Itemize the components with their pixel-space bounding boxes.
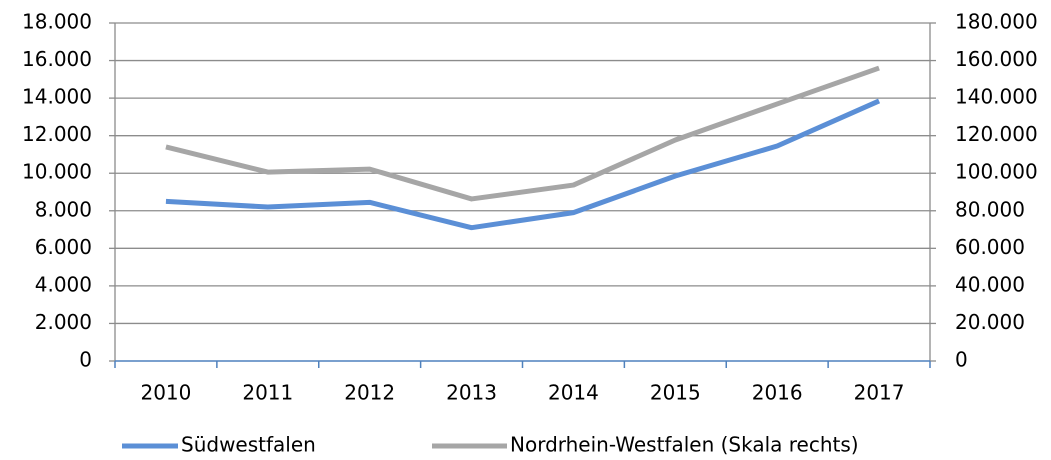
- x-tick-label: 2011: [242, 381, 293, 405]
- y-tick-label: 4.000: [35, 272, 92, 296]
- y2-tick-label: 40.000: [955, 272, 1025, 296]
- y-tick-label: 18.000: [22, 10, 92, 34]
- line-series: [165, 98, 881, 231]
- y2-tick-label: 140.000: [955, 85, 1038, 109]
- x-tick-label: 2010: [140, 381, 191, 405]
- x-tick-label: 2015: [650, 381, 701, 405]
- y2-tick-label: 80.000: [955, 197, 1025, 221]
- x-tick-label: 2013: [446, 381, 497, 405]
- y2-tick-label: 20.000: [955, 310, 1025, 334]
- line-series: [165, 65, 880, 202]
- y-tick-label: 2.000: [35, 310, 92, 334]
- y-tick-label: 6.000: [35, 235, 92, 259]
- y-tick-label: 14.000: [22, 85, 92, 109]
- y2-tick-label: 180.000: [955, 10, 1038, 34]
- y2-tick-label: 100.000: [955, 160, 1038, 184]
- y-tick-label: 10.000: [22, 160, 92, 184]
- y-tick-label: 12.000: [22, 122, 92, 146]
- x-tick-label: 2017: [854, 381, 905, 405]
- y2-tick-label: 120.000: [955, 122, 1038, 146]
- x-tick-label: 2012: [344, 381, 395, 405]
- y2-tick-label: 160.000: [955, 47, 1038, 71]
- y-tick-label: 0: [79, 348, 92, 372]
- legend-label: Südwestfalen: [181, 433, 316, 457]
- y2-tick-label: 0: [955, 348, 968, 372]
- y-tick-label: 8.000: [35, 197, 92, 221]
- legend-label: Nordrhein-Westfalen (Skala rechts): [510, 433, 859, 457]
- y2-tick-label: 60.000: [955, 235, 1025, 259]
- x-tick-label: 2016: [752, 381, 803, 405]
- x-tick-label: 2014: [548, 381, 599, 405]
- y-tick-label: 16.000: [22, 47, 92, 71]
